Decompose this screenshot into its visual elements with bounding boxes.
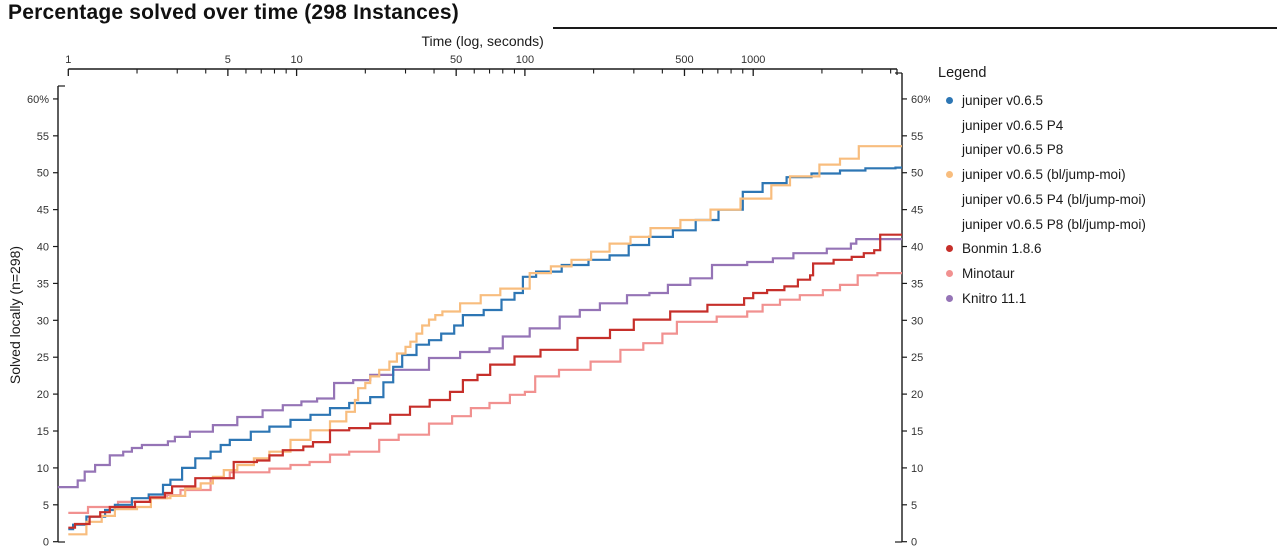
y-axis-right-tick-label: 45 bbox=[911, 205, 923, 217]
legend-item-label: Bonmin 1.8.6 bbox=[962, 241, 1042, 257]
y-axis-right-tick-label: 25 bbox=[911, 352, 923, 364]
y-axis-right-tick-label: 40 bbox=[911, 242, 923, 254]
y-axis-right-tick-label: 35 bbox=[911, 278, 923, 290]
legend-item-label: juniper v0.6.5 P8 (bl/jump-moi) bbox=[962, 216, 1146, 232]
series-juniper-v0-6-5 bbox=[68, 166, 902, 531]
x-axis-tick-label: 1000 bbox=[741, 54, 765, 66]
legend-dot-empty bbox=[946, 221, 953, 228]
y-axis-right-tick-label: 5 bbox=[911, 500, 917, 512]
y-axis-right-tick-label: 30 bbox=[911, 315, 923, 327]
series-knitro-11-1 bbox=[57, 238, 902, 489]
y-axis-left-tick-label: 10 bbox=[37, 463, 49, 475]
y-axis-left-tick-label: 25 bbox=[37, 352, 49, 364]
legend-item-minotaur[interactable]: Minotaur bbox=[938, 261, 1268, 286]
y-axis-left-tick-label: 55 bbox=[37, 131, 49, 143]
legend-item-label: juniper v0.6.5 (bl/jump-moi) bbox=[962, 167, 1126, 183]
y-axis-right-tick-label: 10 bbox=[911, 463, 923, 475]
x-axis-title: Time (log, seconds) bbox=[421, 33, 543, 49]
page-title: Percentage solved over time (298 Instanc… bbox=[8, 1, 459, 24]
y-axis-right-tick-label: 0 bbox=[911, 537, 917, 549]
legend: Legend juniper v0.6.5 juniper v0.6.5 P4 ju… bbox=[938, 62, 1268, 311]
legend-item-bonmin-1-8-6[interactable]: Bonmin 1.8.6 bbox=[938, 237, 1268, 262]
legend-dot-icon bbox=[946, 245, 953, 253]
y-axis-left-tick-label: 40 bbox=[37, 242, 49, 254]
legend-item-label: juniper v0.6.5 P4 bbox=[962, 117, 1064, 133]
x-axis-tick-label: 100 bbox=[516, 54, 534, 66]
y-axis-left-tick-label: 15 bbox=[37, 426, 49, 438]
y-axis-left-tick-label: 35 bbox=[37, 278, 49, 290]
legend-item-juniper-v0-6-5-bl-jump-moi[interactable]: juniper v0.6.5 (bl/jump-moi) bbox=[938, 162, 1268, 187]
y-axis-right-tick-label: 15 bbox=[911, 426, 923, 438]
x-axis-tick-label: 50 bbox=[450, 54, 462, 66]
y-axis-left-tick-label: 20 bbox=[37, 389, 49, 401]
legend-dot-icon bbox=[946, 96, 953, 104]
legend-dot-icon bbox=[946, 294, 953, 302]
legend-dot-icon bbox=[946, 270, 953, 278]
x-axis-tick-label: 5 bbox=[225, 54, 231, 66]
legend-dot-empty bbox=[946, 146, 953, 153]
y-axis-right-tick-label: 55 bbox=[911, 131, 923, 143]
legend-dot-icon bbox=[946, 171, 953, 179]
legend-dot-empty bbox=[946, 122, 953, 129]
y-axis-left-tick-label: 30 bbox=[37, 315, 49, 327]
legend-item-knitro-11-1[interactable]: Knitro 11.1 bbox=[938, 286, 1268, 311]
legend-item-juniper-v0-6-5-p8[interactable]: juniper v0.6.5 P8 bbox=[938, 138, 1268, 163]
y-axis-left-tick-label: 60% bbox=[27, 94, 49, 106]
legend-item-juniper-v0-6-5[interactable]: juniper v0.6.5 bbox=[938, 88, 1268, 113]
y-axis-left-tick-label: 5 bbox=[43, 500, 49, 512]
legend-item-label: Knitro 11.1 bbox=[962, 290, 1027, 306]
title-divider bbox=[553, 27, 1277, 29]
legend-item-label: juniper v0.6.5 bbox=[962, 92, 1044, 108]
legend-item-juniper-v0-6-5-p8-bl-jump-moi[interactable]: juniper v0.6.5 P8 (bl/jump-moi) bbox=[938, 212, 1268, 237]
legend-item-label: juniper v0.6.5 P4 (bl/jump-moi) bbox=[962, 191, 1146, 207]
y-axis-right-tick-label: 50 bbox=[911, 168, 923, 180]
legend-item-juniper-v0-6-5-p4-bl-jump-moi[interactable]: juniper v0.6.5 P4 (bl/jump-moi) bbox=[938, 187, 1268, 212]
legend-item-label: juniper v0.6.5 P8 bbox=[962, 142, 1064, 158]
x-axis-tick-label: 500 bbox=[675, 54, 693, 66]
legend-items: juniper v0.6.5 juniper v0.6.5 P4 juniper v… bbox=[938, 88, 1268, 311]
y-axis-right-tick-label: 60% bbox=[911, 94, 930, 106]
legend-item-juniper-v0-6-5-p4[interactable]: juniper v0.6.5 P4 bbox=[938, 113, 1268, 138]
series-bonmin-1-8-6 bbox=[68, 233, 902, 529]
series-juniper-v0-6-5-bl-jump-moi bbox=[68, 145, 902, 536]
y-axis-left-tick-label: 45 bbox=[37, 205, 49, 217]
y-axis-right-tick-label: 20 bbox=[911, 389, 923, 401]
x-axis-tick-label: 1 bbox=[65, 54, 71, 66]
legend-item-label: Minotaur bbox=[962, 266, 1015, 282]
y-axis-left-tick-label: 50 bbox=[37, 168, 49, 180]
x-axis-tick-label: 10 bbox=[290, 54, 302, 66]
y-axis-left-tick-label: 0 bbox=[43, 537, 49, 549]
y-axis-title: Solved locally (n=298) bbox=[7, 246, 23, 384]
legend-dot-empty bbox=[946, 196, 953, 203]
legend-title: Legend bbox=[938, 65, 987, 81]
